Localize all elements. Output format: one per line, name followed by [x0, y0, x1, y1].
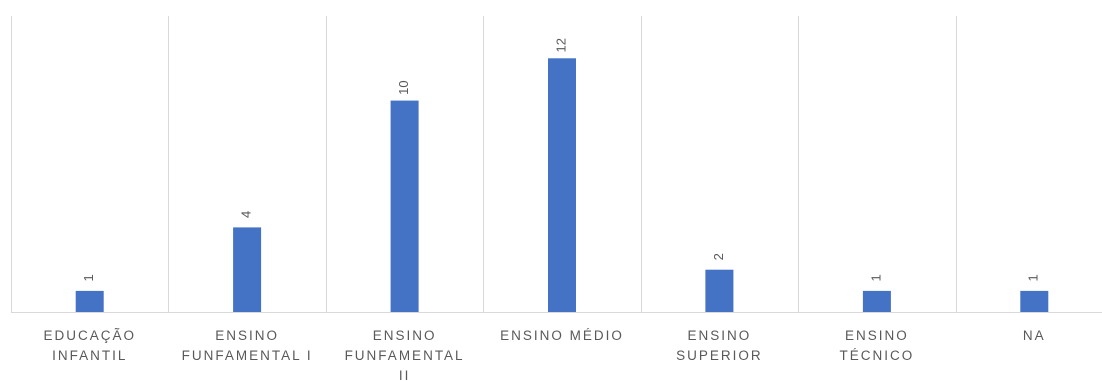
- data-label: 1: [1026, 274, 1041, 281]
- data-label: 2: [711, 253, 726, 260]
- data-label: 12: [553, 38, 568, 52]
- category-label-line: TÉCNICO: [839, 348, 914, 363]
- category-label-line: EDUCAÇÃO: [43, 328, 136, 343]
- category-label-line: INFANTIL: [52, 348, 127, 363]
- data-label: 1: [868, 274, 883, 281]
- category-label-line: FUNFAMENTAL I: [182, 348, 313, 363]
- category-label-line: ENSINO: [215, 328, 279, 343]
- category-label-line: FUNFAMENTAL: [345, 348, 465, 363]
- category-label-line: ENSINO: [845, 328, 909, 343]
- bar: [1020, 290, 1049, 312]
- category-label-line: ENSINO MÉDIO: [500, 328, 624, 343]
- category-label: ENSINO MÉDIO: [500, 328, 624, 343]
- category-label: ENSINO FUNFAMENTAL I: [182, 328, 313, 363]
- category-label-line: SUPERIOR: [676, 348, 763, 363]
- category-label-line: II: [399, 368, 411, 381]
- category-label: NA: [1023, 328, 1046, 343]
- bar: [862, 290, 891, 312]
- bar: [705, 269, 734, 312]
- category-label: ENSINO FUNFAMENTAL II: [345, 328, 465, 381]
- category-label-line: ENSINO: [373, 328, 437, 343]
- data-label: 4: [239, 211, 254, 218]
- bar: [75, 290, 104, 312]
- bar: [390, 100, 419, 312]
- category-label: ENSINO SUPERIOR: [676, 328, 763, 363]
- category-label-line: ENSINO: [688, 328, 752, 343]
- category-label: EDUCAÇÃO INFANTIL: [43, 328, 136, 363]
- category-label: ENSINO TÉCNICO: [839, 328, 914, 363]
- bar: [233, 227, 262, 312]
- data-label: 1: [81, 274, 96, 281]
- bar: [548, 58, 576, 312]
- category-label-line: NA: [1023, 328, 1046, 343]
- data-label: 10: [396, 80, 411, 94]
